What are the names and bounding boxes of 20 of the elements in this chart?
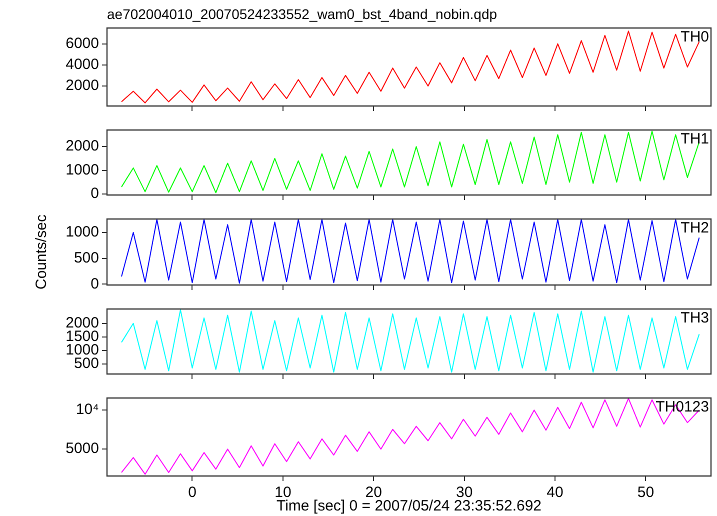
y-tick-label: 2000 xyxy=(66,77,99,94)
y-tick-label: 2000 xyxy=(66,138,99,155)
y-tick-label: 0 xyxy=(90,275,99,292)
y-tick-label: 6000 xyxy=(66,34,99,52)
x-tick-label: 40 xyxy=(546,484,564,502)
y-tick-label: 500 xyxy=(74,249,99,266)
y-tick-label: 4000 xyxy=(66,56,99,74)
chart-title: ae702004010_20070524233552_wam0_bst_4band_nobin.qdp xyxy=(107,6,498,22)
y-tick-label: 5000 xyxy=(66,440,99,458)
series-label: TH1 xyxy=(680,130,709,148)
y-tick-label: 10⁴ xyxy=(76,401,99,418)
y-axis-title: Counts/sec xyxy=(33,214,50,290)
y-tick-label: 0 xyxy=(90,185,99,202)
x-tick-label: 50 xyxy=(637,484,654,502)
series-label: TH0 xyxy=(680,28,709,46)
series-label: TH2 xyxy=(680,220,709,237)
x-tick-label: 0 xyxy=(188,484,196,502)
y-tick-label: 1000 xyxy=(66,161,99,178)
series-label: TH3 xyxy=(680,310,709,327)
y-tick-label: 1000 xyxy=(66,224,99,241)
